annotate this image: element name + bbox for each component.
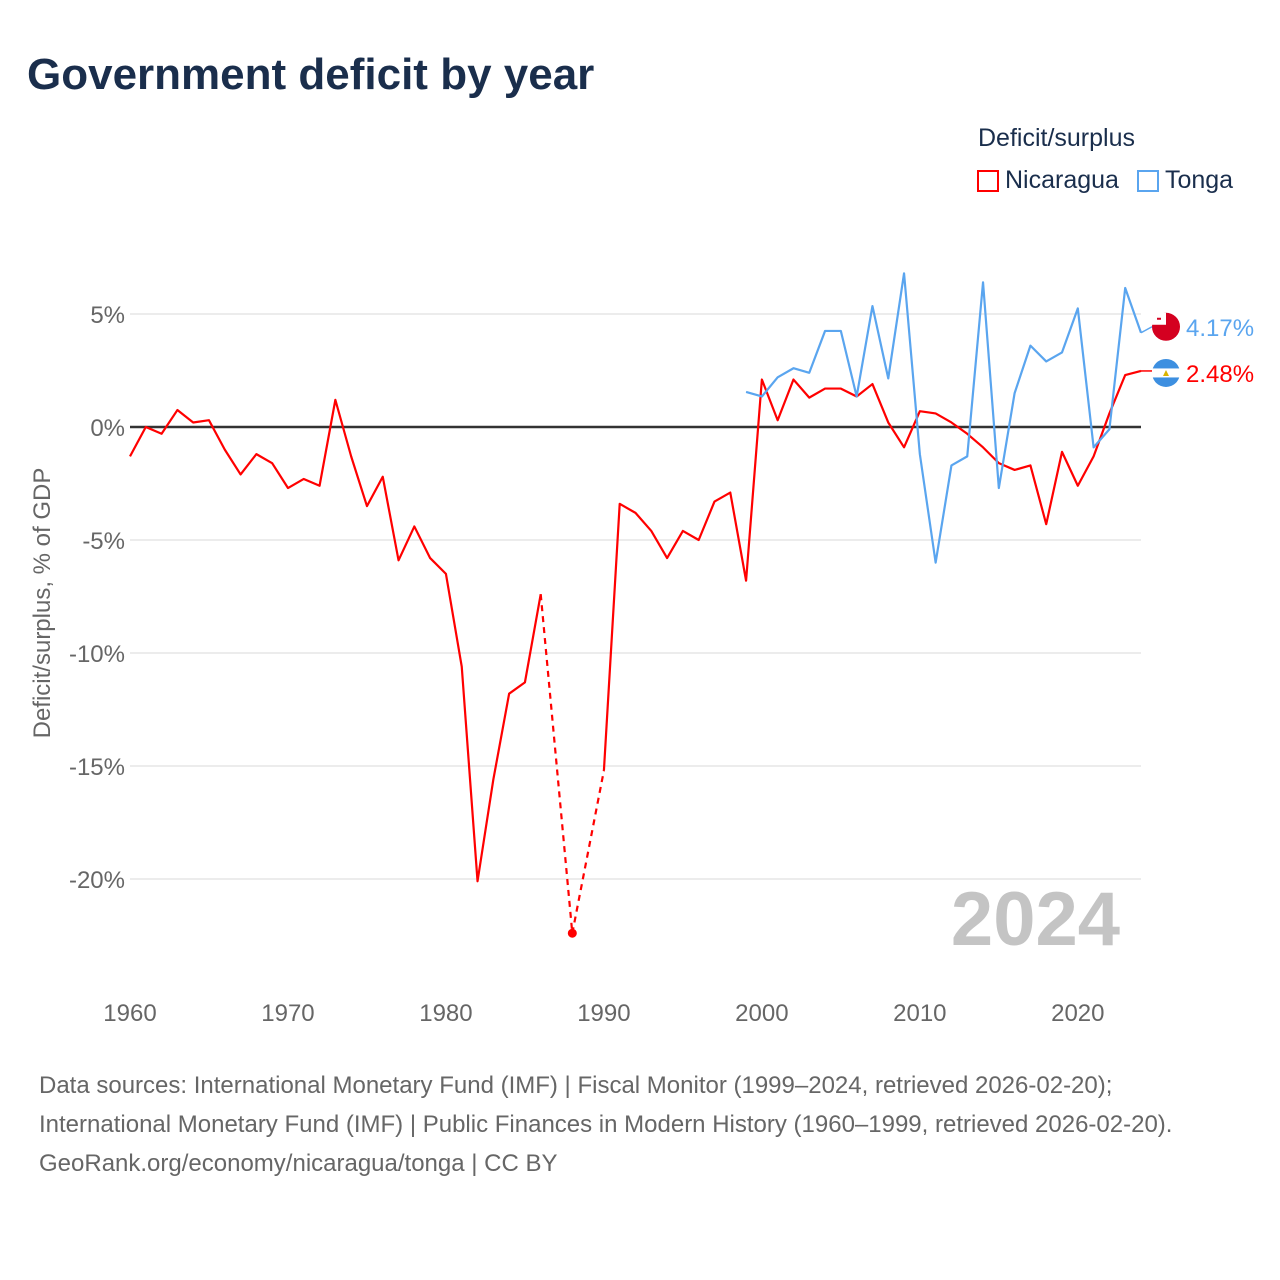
legend: Nicaragua Tonga [977,166,1233,195]
data-point-nicaragua [567,928,577,938]
y-tick-label: -20% [69,867,125,894]
series-gap-nicaragua [539,594,574,934]
legend-title: Deficit/surplus [978,124,1135,152]
x-tick-label: 2020 [1051,1000,1104,1027]
x-tick-label: 2000 [735,1000,788,1027]
series-line-tonga [745,272,1143,564]
series-line-nicaragua [602,369,1142,771]
legend-swatch-nicaragua [977,169,999,192]
end-value-label-nicaragua: 2.48% [1186,361,1254,388]
legend-item-tonga[interactable]: Tonga [1136,166,1234,195]
x-tick-label: 1960 [103,1000,156,1027]
x-tick-label: 2010 [893,1000,946,1027]
y-tick-label: -15% [69,754,125,781]
legend-swatch-tonga [1136,169,1159,192]
tonga-flag-cross [1157,317,1161,320]
legend-label: Nicaragua [1005,166,1119,194]
x-tick-label: 1980 [419,1000,472,1027]
series-line-nicaragua [129,398,542,883]
y-tick-label: -10% [69,641,125,668]
credit-link[interactable]: GeoRank.org/economy/nicaragua/tonga | CC… [39,1150,558,1177]
footer: Data sources: International Monetary Fun… [39,1066,1239,1183]
nicaragua-flag-emblem [1163,369,1169,376]
legend-label: Tonga [1164,166,1234,194]
end-connector-tonga [1140,326,1153,334]
x-tick-label: 1990 [577,1000,630,1027]
chart-title: Government deficit by year [27,50,595,99]
y-axis-label: Deficit/surplus, % of GDP [29,468,56,739]
y-tick-label: -5% [82,528,125,555]
chart-area: 5% 0% -5% -10% -15% -20% 1960 1970 1980 1990 2000 2… [29,272,1254,1027]
year-label: 2024 [951,877,1120,962]
x-tick-label: 1970 [261,1000,314,1027]
end-value-label-tonga: 4.17% [1186,315,1254,342]
y-tick-label: 5% [90,302,125,329]
legend-item-nicaragua[interactable]: Nicaragua [977,166,1119,195]
y-tick-label: 0% [90,415,125,442]
data-sources: Data sources: International Monetary Fun… [39,1072,1173,1138]
series-gap-nicaragua [571,770,605,934]
